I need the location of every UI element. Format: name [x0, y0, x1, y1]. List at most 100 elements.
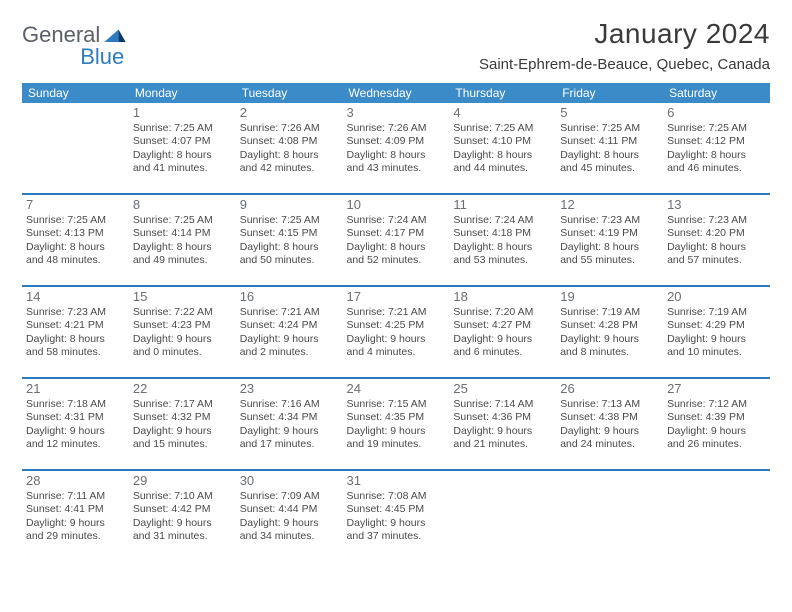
daylight-line: and 4 minutes.: [347, 346, 446, 359]
daylight-line: and 6 minutes.: [453, 346, 552, 359]
daylight-line: and 37 minutes.: [347, 530, 446, 543]
day-number: 22: [133, 381, 232, 397]
daylight-line: Daylight: 9 hours: [26, 517, 125, 530]
sunrise-line: Sunrise: 7:25 AM: [133, 122, 232, 135]
sunset-line: Sunset: 4:42 PM: [133, 503, 232, 516]
day-cell: [663, 471, 770, 561]
daylight-line: Daylight: 9 hours: [133, 425, 232, 438]
daylight-line: Daylight: 9 hours: [560, 333, 659, 346]
daylight-line: Daylight: 9 hours: [347, 517, 446, 530]
day-number: 29: [133, 473, 232, 489]
day-number: 6: [667, 105, 766, 121]
daylight-line: Daylight: 9 hours: [560, 425, 659, 438]
daylight-line: and 41 minutes.: [133, 162, 232, 175]
sunset-line: Sunset: 4:32 PM: [133, 411, 232, 424]
page-header: GeneralBlue January 2024 Saint-Ephrem-de…: [22, 18, 770, 79]
daylight-line: and 21 minutes.: [453, 438, 552, 451]
day-number: 10: [347, 197, 446, 213]
day-number: 15: [133, 289, 232, 305]
sunrise-line: Sunrise: 7:21 AM: [240, 306, 339, 319]
sunset-line: Sunset: 4:13 PM: [26, 227, 125, 240]
day-cell: 8Sunrise: 7:25 AMSunset: 4:14 PMDaylight…: [129, 195, 236, 285]
daylight-line: Daylight: 9 hours: [240, 517, 339, 530]
day-cell: 1Sunrise: 7:25 AMSunset: 4:07 PMDaylight…: [129, 103, 236, 193]
sunset-line: Sunset: 4:23 PM: [133, 319, 232, 332]
sunrise-line: Sunrise: 7:26 AM: [240, 122, 339, 135]
daylight-line: Daylight: 8 hours: [133, 149, 232, 162]
day-number: 28: [26, 473, 125, 489]
week-row: 1Sunrise: 7:25 AMSunset: 4:07 PMDaylight…: [22, 103, 770, 193]
day-cell: [449, 471, 556, 561]
sunrise-line: Sunrise: 7:15 AM: [347, 398, 446, 411]
daylight-line: and 43 minutes.: [347, 162, 446, 175]
day-number: 27: [667, 381, 766, 397]
daylight-line: and 34 minutes.: [240, 530, 339, 543]
sunrise-line: Sunrise: 7:24 AM: [347, 214, 446, 227]
day-number: 14: [26, 289, 125, 305]
week-row: 28Sunrise: 7:11 AMSunset: 4:41 PMDayligh…: [22, 471, 770, 561]
sunset-line: Sunset: 4:10 PM: [453, 135, 552, 148]
sunrise-line: Sunrise: 7:12 AM: [667, 398, 766, 411]
day-number: 12: [560, 197, 659, 213]
day-header: Monday: [129, 83, 236, 103]
daylight-line: Daylight: 9 hours: [133, 333, 232, 346]
sunset-line: Sunset: 4:12 PM: [667, 135, 766, 148]
sunset-line: Sunset: 4:45 PM: [347, 503, 446, 516]
sunset-line: Sunset: 4:29 PM: [667, 319, 766, 332]
day-number: 31: [347, 473, 446, 489]
sunrise-line: Sunrise: 7:10 AM: [133, 490, 232, 503]
week-row: 7Sunrise: 7:25 AMSunset: 4:13 PMDaylight…: [22, 195, 770, 285]
day-header: Wednesday: [343, 83, 450, 103]
logo-text-1: General: [22, 24, 100, 46]
day-header: Thursday: [449, 83, 556, 103]
day-cell: 28Sunrise: 7:11 AMSunset: 4:41 PMDayligh…: [22, 471, 129, 561]
day-number: 30: [240, 473, 339, 489]
sunrise-line: Sunrise: 7:23 AM: [560, 214, 659, 227]
daylight-line: Daylight: 8 hours: [26, 333, 125, 346]
daylight-line: Daylight: 8 hours: [26, 241, 125, 254]
day-cell: 10Sunrise: 7:24 AMSunset: 4:17 PMDayligh…: [343, 195, 450, 285]
sunset-line: Sunset: 4:41 PM: [26, 503, 125, 516]
sunrise-line: Sunrise: 7:26 AM: [347, 122, 446, 135]
logo-text-2: Blue: [22, 46, 126, 68]
sunrise-line: Sunrise: 7:11 AM: [26, 490, 125, 503]
month-title: January 2024: [479, 18, 770, 50]
daylight-line: and 2 minutes.: [240, 346, 339, 359]
day-cell: 31Sunrise: 7:08 AMSunset: 4:45 PMDayligh…: [343, 471, 450, 561]
sunrise-line: Sunrise: 7:09 AM: [240, 490, 339, 503]
daylight-line: and 58 minutes.: [26, 346, 125, 359]
daylight-line: Daylight: 9 hours: [667, 333, 766, 346]
day-cell: 22Sunrise: 7:17 AMSunset: 4:32 PMDayligh…: [129, 379, 236, 469]
daylight-line: and 50 minutes.: [240, 254, 339, 267]
day-number: 5: [560, 105, 659, 121]
day-cell: 2Sunrise: 7:26 AMSunset: 4:08 PMDaylight…: [236, 103, 343, 193]
day-number: 21: [26, 381, 125, 397]
sunset-line: Sunset: 4:27 PM: [453, 319, 552, 332]
day-cell: 5Sunrise: 7:25 AMSunset: 4:11 PMDaylight…: [556, 103, 663, 193]
daylight-line: Daylight: 8 hours: [133, 241, 232, 254]
daylight-line: and 48 minutes.: [26, 254, 125, 267]
day-number: 9: [240, 197, 339, 213]
day-number: 11: [453, 197, 552, 213]
daylight-line: and 42 minutes.: [240, 162, 339, 175]
daylight-line: and 44 minutes.: [453, 162, 552, 175]
sunset-line: Sunset: 4:28 PM: [560, 319, 659, 332]
day-number: 23: [240, 381, 339, 397]
day-cell: 18Sunrise: 7:20 AMSunset: 4:27 PMDayligh…: [449, 287, 556, 377]
sunset-line: Sunset: 4:07 PM: [133, 135, 232, 148]
daylight-line: and 15 minutes.: [133, 438, 232, 451]
sunset-line: Sunset: 4:25 PM: [347, 319, 446, 332]
daylight-line: and 10 minutes.: [667, 346, 766, 359]
sunrise-line: Sunrise: 7:18 AM: [26, 398, 125, 411]
sunset-line: Sunset: 4:21 PM: [26, 319, 125, 332]
day-number: 2: [240, 105, 339, 121]
title-block: January 2024 Saint-Ephrem-de-Beauce, Que…: [479, 18, 770, 79]
daylight-line: Daylight: 8 hours: [560, 149, 659, 162]
day-cell: 19Sunrise: 7:19 AMSunset: 4:28 PMDayligh…: [556, 287, 663, 377]
sunset-line: Sunset: 4:24 PM: [240, 319, 339, 332]
sunrise-line: Sunrise: 7:25 AM: [453, 122, 552, 135]
day-cell: 21Sunrise: 7:18 AMSunset: 4:31 PMDayligh…: [22, 379, 129, 469]
day-number: 25: [453, 381, 552, 397]
day-header: Sunday: [22, 83, 129, 103]
day-cell: 17Sunrise: 7:21 AMSunset: 4:25 PMDayligh…: [343, 287, 450, 377]
